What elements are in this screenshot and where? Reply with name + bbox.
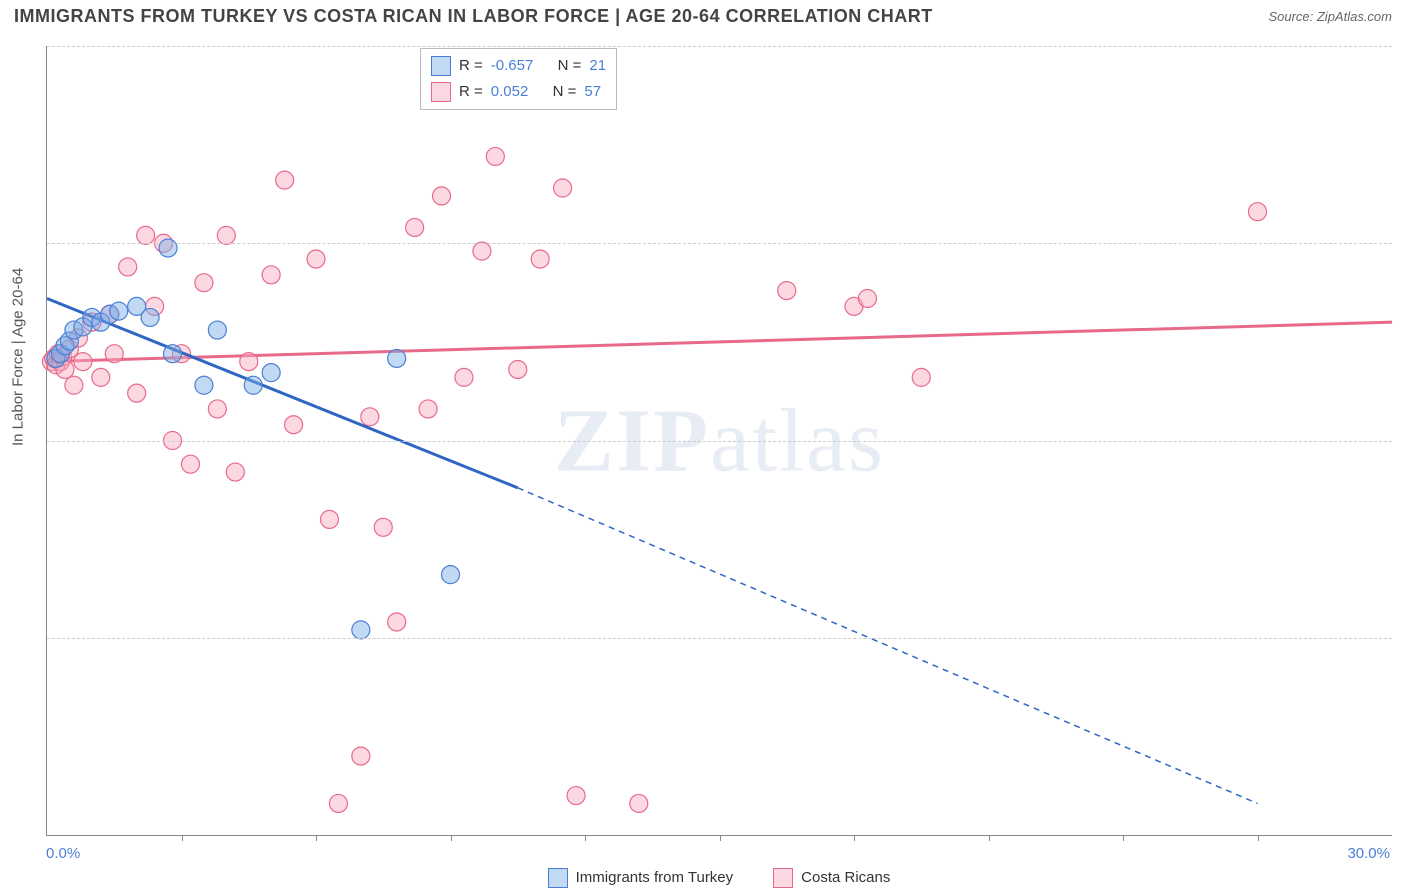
data-point bbox=[110, 302, 128, 320]
y-axis-title: In Labor Force | Age 20-64 bbox=[10, 268, 27, 446]
x-tick bbox=[854, 835, 855, 841]
swatch-turkey bbox=[431, 56, 451, 76]
n-value-costarican: 57 bbox=[584, 79, 601, 105]
data-point bbox=[361, 408, 379, 426]
data-point bbox=[554, 179, 572, 197]
data-point bbox=[159, 239, 177, 257]
data-point bbox=[119, 258, 137, 276]
x-tick bbox=[989, 835, 990, 841]
x-tick bbox=[585, 835, 586, 841]
gridline-h bbox=[47, 46, 1392, 47]
data-point bbox=[567, 787, 585, 805]
data-point bbox=[307, 250, 325, 268]
data-point bbox=[531, 250, 549, 268]
data-point bbox=[352, 747, 370, 765]
data-point bbox=[320, 510, 338, 528]
x-tick bbox=[182, 835, 183, 841]
header-bar: IMMIGRANTS FROM TURKEY VS COSTA RICAN IN… bbox=[14, 6, 1392, 27]
data-point bbox=[473, 242, 491, 260]
r-label-turkey: R = bbox=[459, 53, 483, 79]
data-point bbox=[195, 274, 213, 292]
data-point bbox=[455, 368, 473, 386]
chart-title: IMMIGRANTS FROM TURKEY VS COSTA RICAN IN… bbox=[14, 6, 933, 27]
source-attribution: Source: ZipAtlas.com bbox=[1268, 9, 1392, 24]
data-point bbox=[181, 455, 199, 473]
data-point bbox=[195, 376, 213, 394]
data-point bbox=[912, 368, 930, 386]
data-point bbox=[352, 621, 370, 639]
data-point bbox=[262, 266, 280, 284]
data-point bbox=[630, 794, 648, 812]
data-point bbox=[65, 376, 83, 394]
x-axis-max-label: 30.0% bbox=[1347, 845, 1390, 862]
data-point bbox=[406, 218, 424, 236]
gridline-h bbox=[47, 441, 1392, 442]
trend-line bbox=[47, 298, 518, 487]
data-point bbox=[285, 416, 303, 434]
y-tick-label: 100.0% bbox=[1398, 38, 1406, 55]
data-point bbox=[164, 345, 182, 363]
n-label-turkey: N = bbox=[558, 53, 582, 79]
n-label-costarican: N = bbox=[553, 79, 577, 105]
r-value-costarican: 0.052 bbox=[491, 79, 529, 105]
data-point bbox=[141, 308, 159, 326]
legend-swatch-turkey bbox=[548, 868, 568, 888]
data-point bbox=[486, 147, 504, 165]
data-point bbox=[778, 282, 796, 300]
source-value: ZipAtlas.com bbox=[1317, 9, 1392, 24]
x-tick bbox=[1123, 835, 1124, 841]
data-point bbox=[208, 400, 226, 418]
y-tick-label: 75.0% bbox=[1398, 432, 1406, 449]
data-point bbox=[419, 400, 437, 418]
stats-row-costarican: R = 0.052 N = 57 bbox=[431, 79, 606, 105]
data-point bbox=[433, 187, 451, 205]
trend-line-dashed bbox=[518, 488, 1258, 804]
data-point bbox=[276, 171, 294, 189]
gridline-h bbox=[47, 638, 1392, 639]
data-point bbox=[217, 226, 235, 244]
data-point bbox=[240, 353, 258, 371]
swatch-costarican bbox=[431, 82, 451, 102]
data-point bbox=[208, 321, 226, 339]
data-point bbox=[226, 463, 244, 481]
data-point bbox=[1249, 203, 1267, 221]
stats-legend-box: R = -0.657 N = 21 R = 0.052 N = 57 bbox=[420, 48, 617, 110]
x-axis-min-label: 0.0% bbox=[46, 845, 80, 862]
data-point bbox=[92, 368, 110, 386]
legend-item-turkey: Immigrants from Turkey bbox=[548, 868, 734, 888]
data-point bbox=[137, 226, 155, 244]
stats-row-turkey: R = -0.657 N = 21 bbox=[431, 53, 606, 79]
data-point bbox=[442, 566, 460, 584]
data-point bbox=[262, 364, 280, 382]
data-point bbox=[128, 384, 146, 402]
data-point bbox=[244, 376, 262, 394]
data-point bbox=[74, 353, 92, 371]
data-point bbox=[105, 345, 123, 363]
bottom-legend: Immigrants from Turkey Costa Ricans bbox=[46, 868, 1392, 888]
r-value-turkey: -0.657 bbox=[491, 53, 534, 79]
legend-label-turkey: Immigrants from Turkey bbox=[576, 868, 734, 888]
x-tick bbox=[1258, 835, 1259, 841]
x-tick bbox=[720, 835, 721, 841]
y-tick-label: 87.5% bbox=[1398, 235, 1406, 252]
chart-plot-area: ZIPatlas 62.5%75.0%87.5%100.0% bbox=[46, 46, 1392, 836]
data-point bbox=[858, 289, 876, 307]
source-label: Source: bbox=[1268, 9, 1316, 24]
y-tick-label: 62.5% bbox=[1398, 629, 1406, 646]
r-label-costarican: R = bbox=[459, 79, 483, 105]
data-point bbox=[374, 518, 392, 536]
x-tick bbox=[451, 835, 452, 841]
x-tick bbox=[316, 835, 317, 841]
data-point bbox=[509, 360, 527, 378]
data-point bbox=[388, 349, 406, 367]
legend-swatch-costarican bbox=[773, 868, 793, 888]
legend-item-costarican: Costa Ricans bbox=[773, 868, 890, 888]
data-point bbox=[329, 794, 347, 812]
data-point bbox=[388, 613, 406, 631]
gridline-h bbox=[47, 243, 1392, 244]
n-value-turkey: 21 bbox=[589, 53, 606, 79]
legend-label-costarican: Costa Ricans bbox=[801, 868, 890, 888]
